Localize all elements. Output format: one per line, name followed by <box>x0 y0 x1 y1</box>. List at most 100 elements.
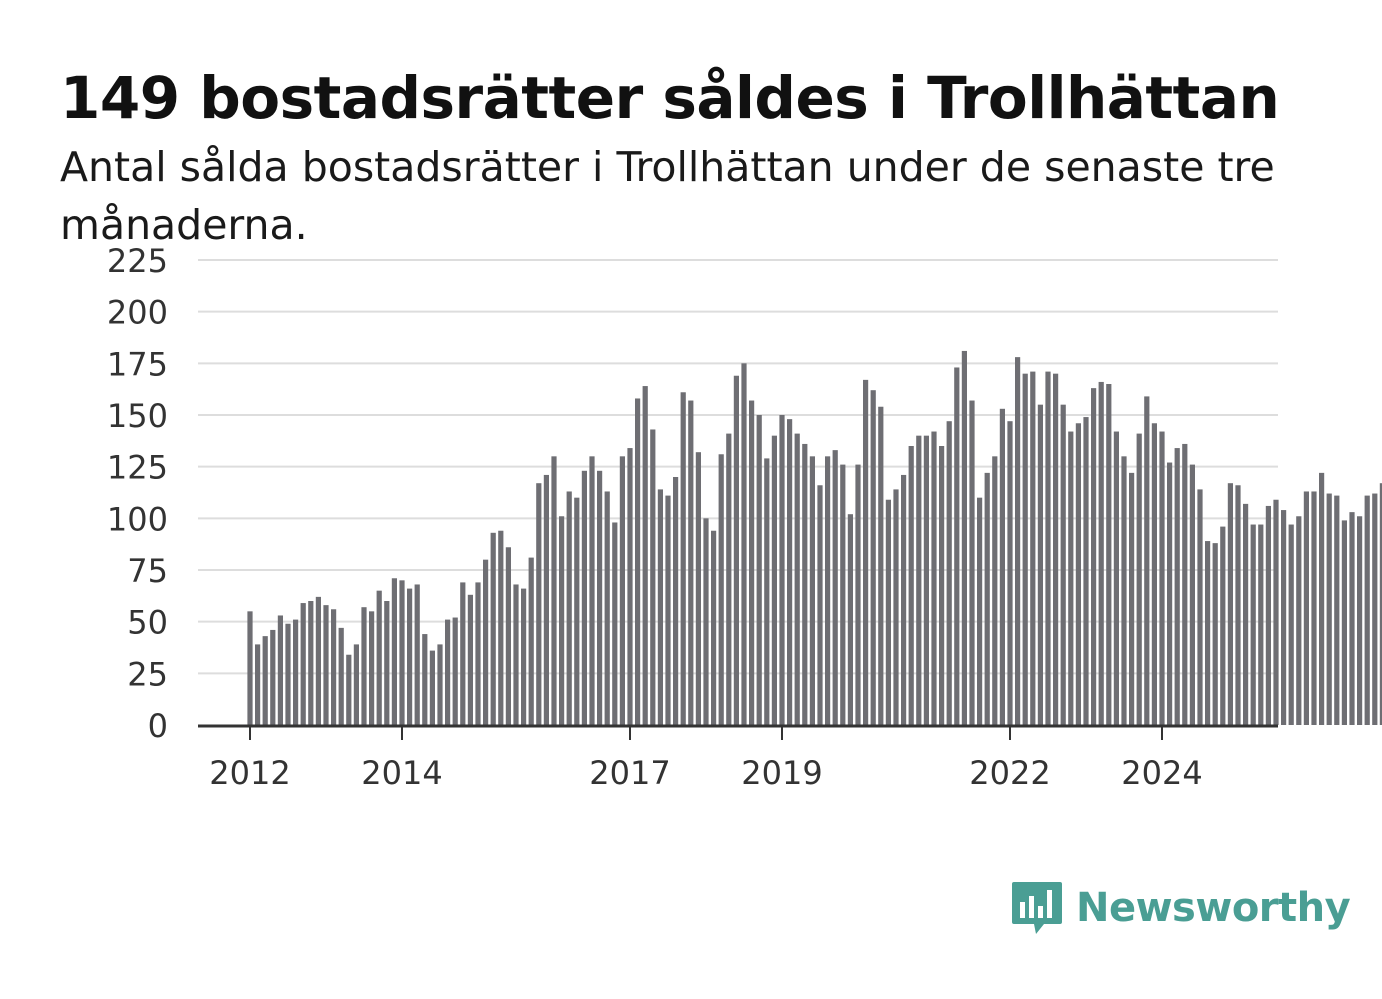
bar <box>1083 417 1089 725</box>
x-tick-label: 2019 <box>741 754 822 792</box>
y-tick-label: 0 <box>148 707 168 745</box>
bar <box>764 458 770 725</box>
bar <box>505 547 511 725</box>
bar <box>855 464 861 725</box>
x-tick-label: 2012 <box>209 754 290 792</box>
bar <box>293 619 299 725</box>
bar <box>376 590 382 725</box>
bar <box>1379 483 1382 725</box>
newsworthy-logo-text: Newsworthy <box>1076 885 1351 931</box>
bar <box>741 363 747 725</box>
bar <box>946 421 952 725</box>
bar <box>908 446 914 725</box>
bar <box>452 617 458 725</box>
bar <box>422 634 428 725</box>
bar <box>916 435 922 725</box>
bar <box>255 644 261 725</box>
newsworthy-logo[interactable]: Newsworthy <box>1010 878 1351 938</box>
bar <box>429 650 435 725</box>
bar <box>726 433 732 725</box>
bar <box>1144 396 1150 725</box>
x-tick-label: 2017 <box>589 754 670 792</box>
bar <box>1098 381 1104 725</box>
bar <box>1288 524 1294 725</box>
y-tick-label: 75 <box>127 552 168 590</box>
bar <box>391 578 397 725</box>
bar <box>847 514 853 725</box>
bar <box>277 615 283 725</box>
bar <box>863 379 869 725</box>
bar <box>939 446 945 725</box>
y-tick-label: 225 <box>107 242 168 280</box>
y-axis-ticks: 0 25 50 75 100 125 150 175 200 225 <box>107 242 168 745</box>
bar <box>384 601 390 725</box>
bar <box>923 435 929 725</box>
bar <box>513 584 519 725</box>
chart-subtitle: Antal sålda bostadsrätter i Trollhättan … <box>60 143 1275 249</box>
bar <box>300 603 306 725</box>
bar <box>779 415 785 725</box>
bar <box>1364 495 1370 725</box>
bar <box>315 596 321 725</box>
bar <box>1136 433 1142 725</box>
bar <box>1205 541 1211 725</box>
bar <box>1189 464 1195 725</box>
bar <box>445 619 451 725</box>
bar <box>1045 371 1051 725</box>
bar <box>619 456 625 725</box>
bar <box>642 386 648 725</box>
bar <box>657 489 663 725</box>
bar <box>338 627 344 725</box>
bar <box>961 350 967 725</box>
bar <box>285 623 291 725</box>
bar <box>574 497 580 725</box>
bar <box>566 491 572 725</box>
bar <box>1243 503 1249 725</box>
bar <box>490 532 496 725</box>
y-tick-label: 125 <box>107 449 168 487</box>
bar <box>680 392 686 725</box>
bar <box>1182 443 1188 725</box>
bar <box>604 491 610 725</box>
bar <box>498 530 504 725</box>
y-tick-label: 150 <box>107 397 168 435</box>
bar <box>1129 472 1135 725</box>
bar <box>475 582 481 725</box>
bar <box>407 588 413 725</box>
bar <box>437 644 443 725</box>
bar <box>1372 493 1378 725</box>
x-axis: 2012 2014 2017 2019 2022 2024 <box>198 724 1278 792</box>
bar <box>270 629 276 725</box>
bar <box>1341 520 1347 725</box>
y-tick-label: 100 <box>107 500 168 538</box>
bar <box>1311 491 1317 725</box>
bar <box>369 611 375 725</box>
bar <box>1075 423 1081 725</box>
bar <box>635 398 641 725</box>
bar <box>809 456 815 725</box>
bar <box>1007 421 1013 725</box>
bar <box>262 636 268 725</box>
bar <box>551 456 557 725</box>
bar <box>1068 431 1074 725</box>
bar <box>399 580 405 725</box>
bar <box>931 431 937 725</box>
y-tick-label: 50 <box>127 604 168 642</box>
bar <box>749 400 755 725</box>
bar <box>817 485 823 725</box>
bar <box>688 400 694 725</box>
bar <box>711 530 717 725</box>
bar <box>885 499 891 725</box>
bar <box>1022 373 1028 725</box>
bar <box>521 588 527 725</box>
bar <box>1319 472 1325 725</box>
bar <box>878 406 884 725</box>
bar <box>581 470 587 725</box>
bar <box>1091 388 1097 725</box>
bar <box>756 415 762 725</box>
newsworthy-bar-chart-speech-bubble-icon <box>1012 882 1062 934</box>
bar <box>695 452 701 725</box>
bar <box>703 518 709 725</box>
bar <box>559 516 565 725</box>
